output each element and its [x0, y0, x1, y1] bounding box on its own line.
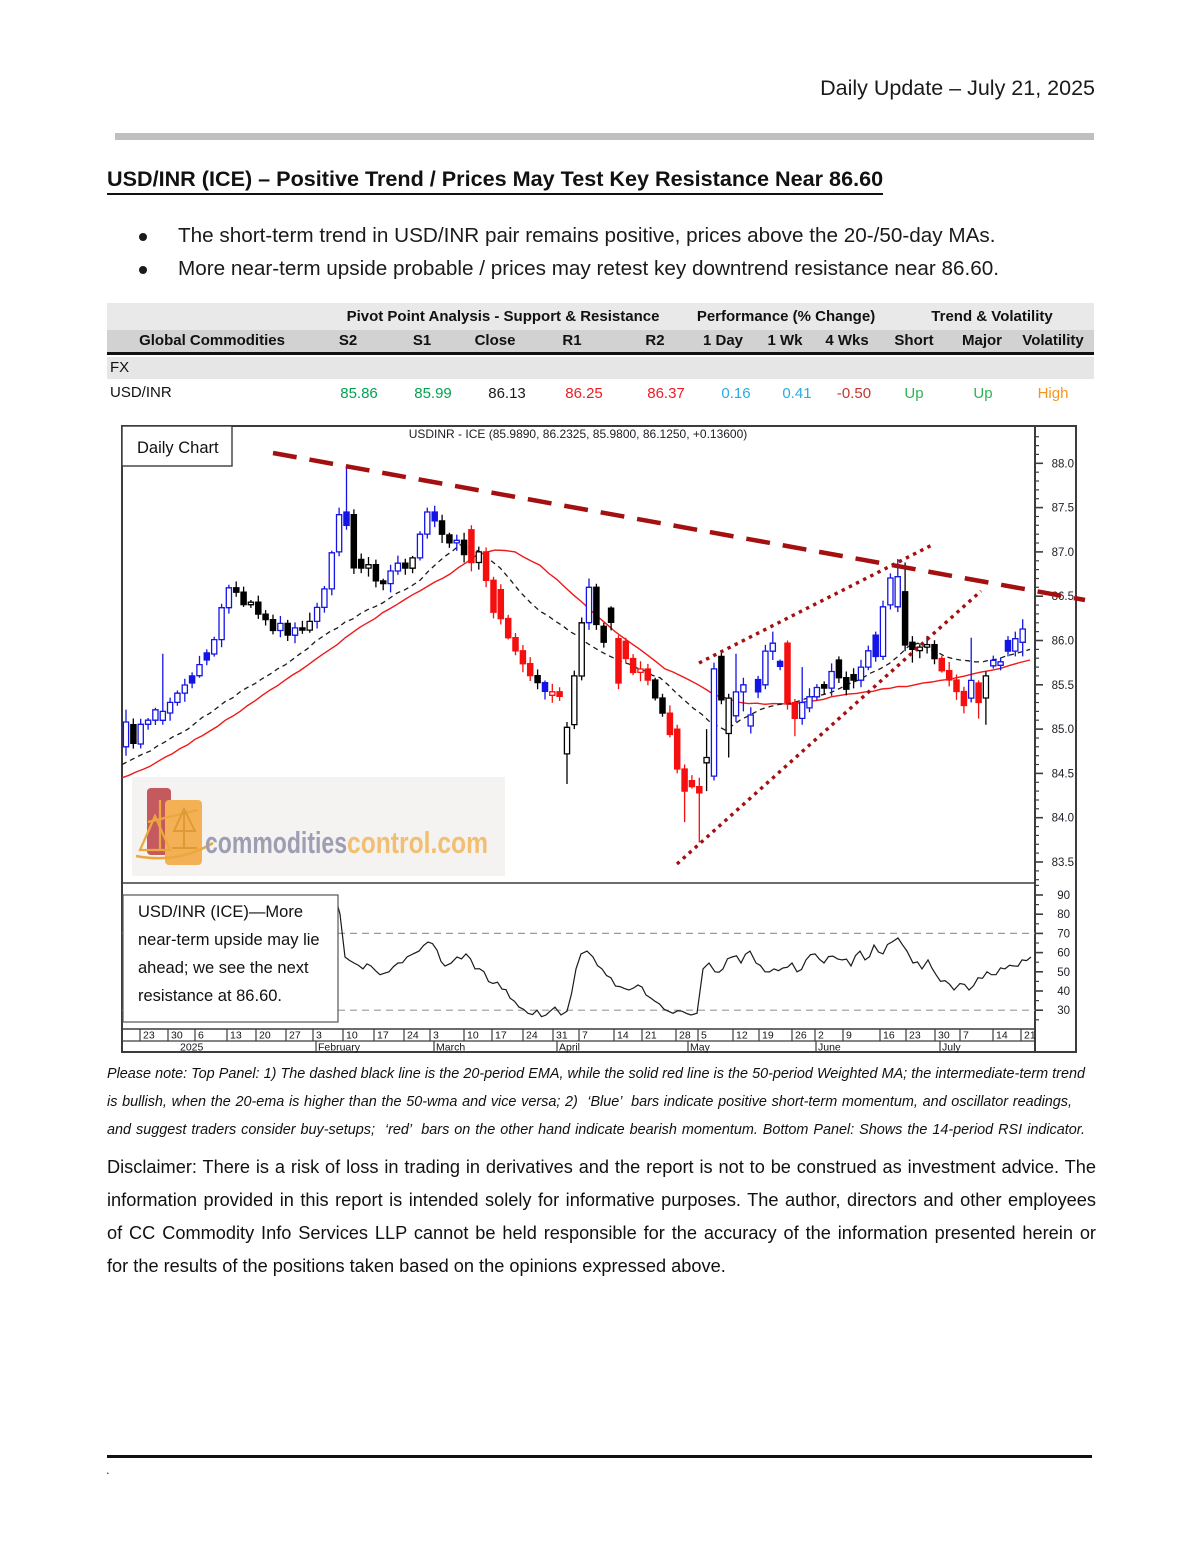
svg-text:24: 24: [407, 1030, 419, 1042]
svg-text:control.com: control.com: [347, 825, 488, 860]
svg-text:5: 5: [701, 1030, 707, 1042]
svg-text:21: 21: [645, 1030, 657, 1042]
svg-text:July: July: [942, 1042, 961, 1054]
svg-text:resistance at 86.60.: resistance at 86.60.: [138, 987, 282, 1005]
svg-text:USDINR - ICE (85.9890, 86.2325: USDINR - ICE (85.9890, 86.2325, 85.9800,…: [409, 427, 748, 441]
svg-text:10: 10: [346, 1030, 358, 1042]
svg-text:3: 3: [316, 1030, 322, 1042]
svg-text:90: 90: [1057, 890, 1070, 902]
svg-text:87.5: 87.5: [1052, 503, 1074, 515]
svg-text:Daily Chart: Daily Chart: [137, 439, 219, 457]
svg-text:commodities: commodities: [205, 825, 347, 860]
svg-text:24: 24: [526, 1030, 538, 1042]
svg-text:February: February: [318, 1042, 361, 1054]
svg-text:7: 7: [963, 1030, 969, 1042]
svg-text:80: 80: [1057, 909, 1070, 921]
svg-text:March: March: [436, 1042, 465, 1054]
svg-text:16: 16: [883, 1030, 895, 1042]
svg-text:50: 50: [1057, 967, 1070, 979]
svg-text:17: 17: [495, 1030, 507, 1042]
svg-text:85.5: 85.5: [1052, 680, 1074, 692]
svg-text:30: 30: [938, 1030, 950, 1042]
svg-text:86.0: 86.0: [1052, 636, 1074, 648]
svg-text:87.0: 87.0: [1052, 547, 1074, 559]
svg-text:26: 26: [795, 1030, 807, 1042]
svg-text:2: 2: [818, 1030, 824, 1042]
svg-text:19: 19: [762, 1030, 774, 1042]
svg-text:17: 17: [377, 1030, 389, 1042]
svg-text:14: 14: [617, 1030, 629, 1042]
svg-text:USD/INR (ICE)—More: USD/INR (ICE)—More: [138, 903, 303, 921]
svg-text:40: 40: [1057, 986, 1070, 998]
svg-text:30: 30: [171, 1030, 183, 1042]
svg-text:60: 60: [1057, 948, 1070, 960]
svg-text:31: 31: [556, 1030, 568, 1042]
svg-text:23: 23: [909, 1030, 921, 1042]
svg-text:June: June: [818, 1042, 841, 1054]
svg-text:6: 6: [198, 1030, 204, 1042]
svg-text:April: April: [559, 1042, 580, 1054]
svg-text:near-term upside may lie: near-term upside may lie: [138, 931, 320, 949]
svg-text:28: 28: [679, 1030, 691, 1042]
svg-text:2025: 2025: [180, 1042, 204, 1054]
svg-text:88.0: 88.0: [1052, 458, 1074, 470]
svg-text:21: 21: [1024, 1030, 1036, 1042]
svg-text:30: 30: [1057, 1005, 1070, 1017]
svg-text:3: 3: [433, 1030, 439, 1042]
svg-text:May: May: [690, 1042, 711, 1054]
svg-text:12: 12: [736, 1030, 748, 1042]
svg-text:84.0: 84.0: [1052, 813, 1074, 825]
svg-text:83.5: 83.5: [1052, 857, 1074, 869]
svg-text:70: 70: [1057, 928, 1070, 940]
svg-text:23: 23: [143, 1030, 155, 1042]
svg-text:9: 9: [846, 1030, 852, 1042]
svg-text:20: 20: [259, 1030, 271, 1042]
svg-text:85.0: 85.0: [1052, 724, 1074, 736]
svg-text:13: 13: [230, 1030, 242, 1042]
svg-text:7: 7: [582, 1030, 588, 1042]
svg-text:84.5: 84.5: [1052, 768, 1074, 780]
svg-text:27: 27: [289, 1030, 301, 1042]
svg-text:10: 10: [467, 1030, 479, 1042]
svg-text:14: 14: [996, 1030, 1008, 1042]
svg-text:ahead; we see the next: ahead; we see the next: [138, 959, 309, 977]
